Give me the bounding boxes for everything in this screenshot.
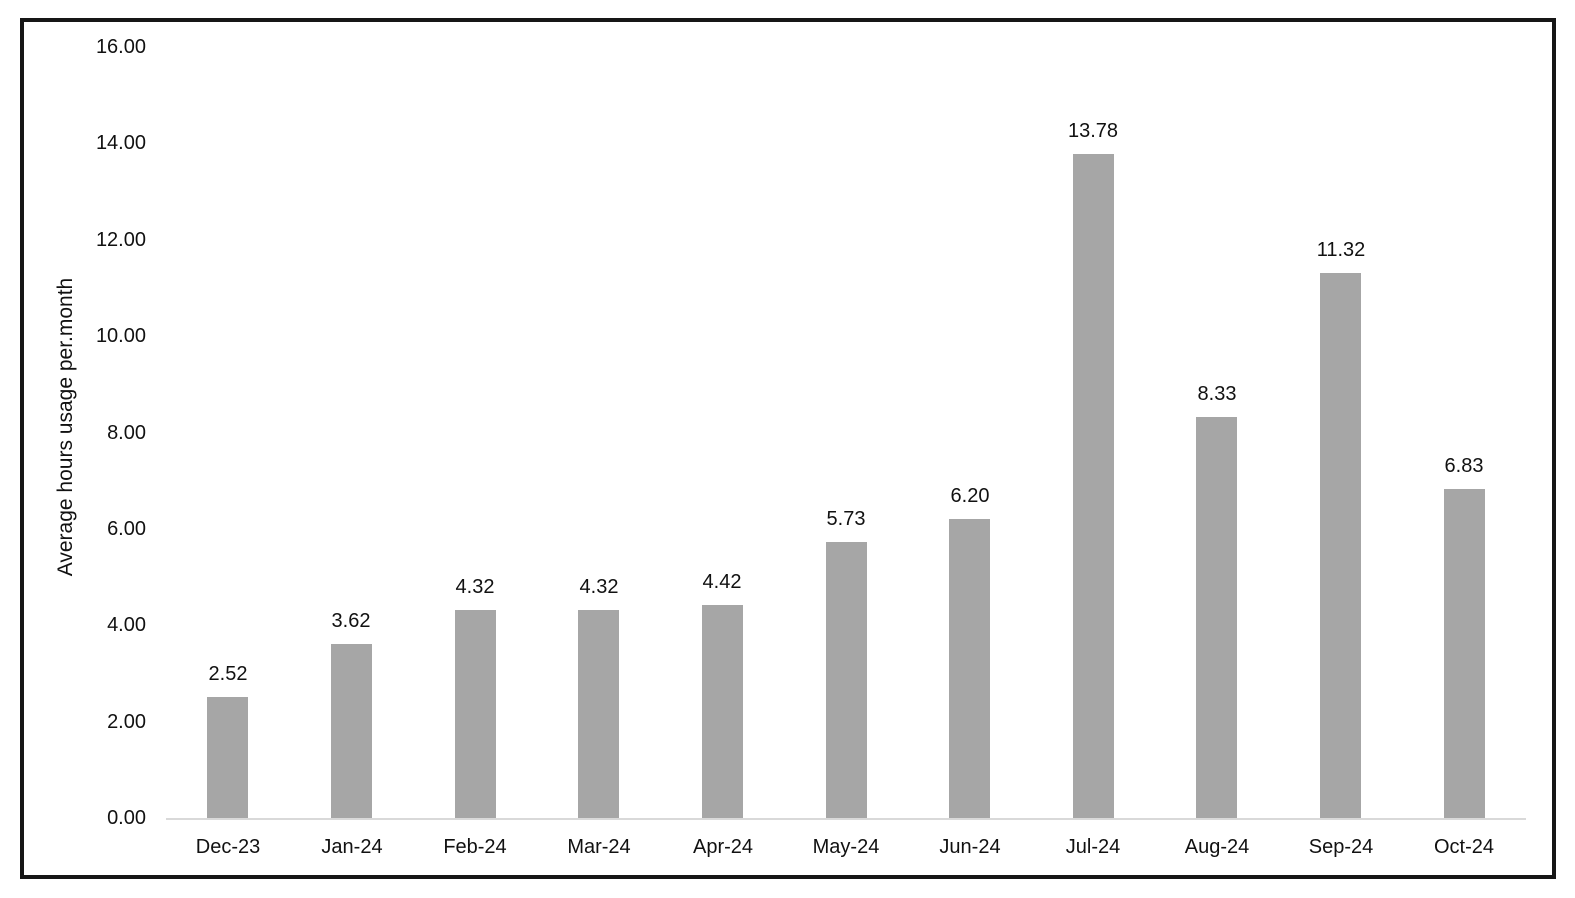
y-tick-label: 0.00 [107, 807, 146, 829]
x-tick-label: Mar-24 [567, 836, 631, 858]
bar-Aug-24 [1196, 417, 1237, 818]
x-axis-line [166, 818, 1526, 820]
bar-value-label: 6.20 [950, 485, 990, 507]
y-tick-label: 4.00 [107, 614, 146, 637]
x-tick-label: Jun-24 [939, 836, 1001, 858]
x-tick-label: Aug-24 [1184, 836, 1250, 858]
bar-value-label: 8.33 [1197, 383, 1237, 405]
bar-value-label: 4.32 [579, 576, 619, 598]
y-tick-label: 14.00 [95, 132, 146, 155]
bar-value-label: 6.83 [1444, 455, 1484, 477]
bar-Jun-24 [949, 519, 990, 818]
x-tick-label: Sep-24 [1308, 836, 1374, 858]
bar-value-label: 3.62 [331, 610, 371, 632]
x-tick-label: Jan-24 [321, 836, 383, 858]
y-tick-label: 6.00 [107, 517, 146, 540]
chart-frame: Average hours usage per.month 0.00 2.00 4.… [20, 18, 1556, 879]
y-tick-label: 12.00 [95, 228, 146, 251]
x-tick-label: Jul-24 [1065, 836, 1121, 858]
bar-Dec-23 [207, 697, 248, 818]
x-tick-label: Feb-24 [443, 836, 507, 858]
bar-Apr-24 [702, 605, 743, 818]
bar-value-label: 4.42 [702, 571, 742, 593]
bar-Oct-24 [1444, 489, 1485, 818]
bar-Sep-24 [1320, 273, 1361, 818]
bar-value-label: 5.73 [826, 508, 866, 530]
bar-Jul-24 [1073, 154, 1114, 818]
bar-value-label: 4.32 [455, 576, 495, 598]
x-tick-label: Dec-23 [195, 836, 261, 858]
y-tick-label: 2.00 [107, 710, 146, 733]
bar-Jan-24 [331, 644, 372, 818]
y-tick-label: 10.00 [95, 325, 146, 348]
x-tick-label: Oct-24 [1433, 836, 1495, 858]
bar-Feb-24 [455, 610, 496, 818]
x-tick-label: May-24 [812, 836, 880, 858]
bar-value-label: 13.78 [1067, 120, 1119, 142]
bar-May-24 [826, 542, 867, 818]
bar-Mar-24 [578, 610, 619, 818]
bar-value-label: 2.52 [208, 663, 248, 685]
x-tick-label: Apr-24 [692, 836, 754, 858]
bar-value-label: 11.32 [1316, 239, 1366, 261]
y-tick-label: 8.00 [107, 421, 146, 444]
y-tick-label: 16.00 [95, 36, 146, 58]
